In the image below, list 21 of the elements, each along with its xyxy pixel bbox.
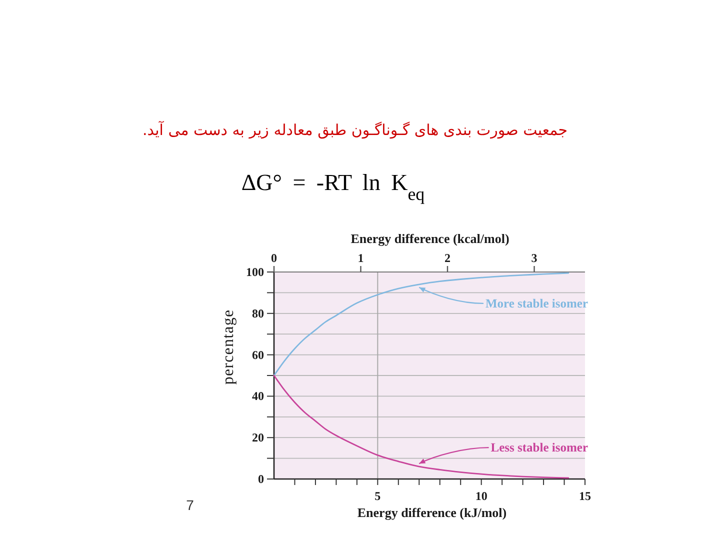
x-axis-title: Energy difference (kJ/mol) bbox=[357, 505, 507, 520]
y-axis-title: percentage bbox=[220, 309, 237, 385]
series-label: More stable isomer bbox=[485, 296, 588, 310]
x-tick-label: 15 bbox=[579, 489, 591, 503]
y-tick-label: 0 bbox=[258, 472, 264, 486]
text: 7 bbox=[186, 497, 194, 513]
x2-tick-label: 2 bbox=[444, 251, 450, 265]
y-tick-label: 100 bbox=[246, 265, 264, 279]
x2-axis-title: Energy difference (kcal/mol) bbox=[350, 231, 510, 246]
y-tick-label: 40 bbox=[252, 389, 264, 404]
x-tick-label: 5 bbox=[374, 489, 381, 503]
y-tick-label: 60 bbox=[252, 348, 264, 362]
x2-tick-label: 1 bbox=[358, 251, 364, 265]
y-tick-label: 80 bbox=[252, 306, 264, 320]
y-tick-label: 20 bbox=[252, 430, 264, 445]
x-tick-label: 10 bbox=[475, 489, 488, 503]
x2-tick-label: 0 bbox=[271, 251, 277, 265]
x2-tick-label: 3 bbox=[531, 251, 538, 265]
chart-title: جمعیت صورت بندی های گـوناگـون طبق معادله زیر به دست می آید. bbox=[142, 120, 568, 139]
chart-subtitle: ΔG° = -RT ln K$_{eq}$ bbox=[241, 170, 425, 204]
series-label: Less stable isomer bbox=[490, 440, 588, 455]
